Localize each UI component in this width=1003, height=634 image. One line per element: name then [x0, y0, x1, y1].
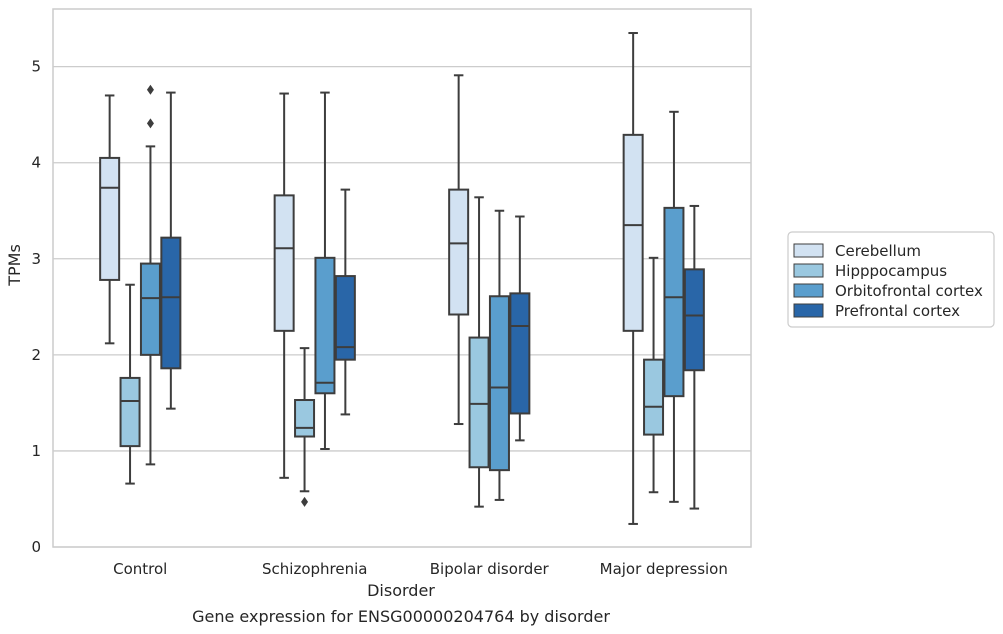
box-prefrontal-cortex — [160, 91, 182, 410]
box-prefrontal-cortex — [509, 215, 531, 442]
box-iqr — [509, 292, 531, 415]
box-hipppocampus — [468, 196, 490, 508]
legend-label: Orbitofrontal cortex — [835, 282, 983, 300]
legend-item: Orbitofrontal cortex — [793, 282, 983, 300]
legend-item: Hipppocampus — [793, 262, 947, 280]
y-tick-label: 0 — [31, 538, 41, 556]
box-cerebellum — [448, 74, 470, 426]
box-prefrontal-cortex — [683, 204, 705, 510]
box-iqr — [139, 262, 161, 356]
legend-swatch — [793, 283, 824, 298]
legend-swatch — [793, 303, 824, 318]
box-iqr — [663, 206, 685, 398]
box-cerebellum — [622, 32, 644, 525]
x-axis-label: Disorder — [367, 581, 435, 600]
legend-swatch — [793, 263, 824, 278]
legend-swatch — [793, 243, 824, 258]
legend-frame — [787, 231, 995, 328]
legend-label: Prefrontal cortex — [835, 302, 960, 320]
box-iqr — [99, 156, 121, 281]
box-orbitofrontal-cortex — [663, 110, 685, 503]
box-plot-marks — [99, 32, 705, 525]
box-iqr — [334, 275, 356, 361]
x-tick-label: Control — [113, 560, 167, 578]
box-iqr — [683, 268, 705, 372]
box-hipppocampus — [643, 256, 665, 494]
box-iqr — [488, 295, 510, 472]
x-tick-label: Bipolar disorder — [430, 560, 550, 578]
outlier-point — [301, 496, 309, 507]
box-orbitofrontal-cortex — [314, 91, 336, 451]
x-axis-ticks: Control Schizophrenia Bipolar disorder Majo… — [113, 560, 728, 578]
box-hipppocampus — [119, 283, 141, 485]
box-prefrontal-cortex — [334, 188, 356, 416]
y-tick-label: 4 — [31, 154, 41, 172]
outlier-point — [146, 118, 154, 129]
y-tick-label: 5 — [31, 58, 41, 76]
legend-label: Cerebellum — [835, 242, 921, 260]
box-iqr — [314, 256, 336, 395]
legend-label: Hipppocampus — [835, 262, 947, 280]
box-orbitofrontal-cortex — [139, 84, 161, 466]
legend-item: Prefrontal cortex — [793, 302, 960, 320]
box-hipppocampus — [294, 347, 316, 507]
y-axis-label: TPMs — [5, 244, 24, 287]
box-iqr — [294, 399, 316, 438]
chart-caption: Gene expression for ENSG00000204764 by d… — [192, 607, 610, 626]
box-cerebellum — [99, 94, 121, 345]
legend-item: Cerebellum — [793, 242, 921, 260]
box-iqr — [643, 358, 665, 436]
y-tick-label: 3 — [31, 250, 41, 268]
x-tick-label: Major depression — [600, 560, 728, 578]
x-tick-label: Schizophrenia — [262, 560, 367, 578]
box-iqr — [448, 188, 470, 316]
box-orbitofrontal-cortex — [488, 209, 510, 501]
box-iqr — [119, 376, 141, 448]
outlier-point — [146, 84, 154, 95]
box-iqr — [622, 133, 644, 332]
legend: Cerebellum Hipppocampus Orbitofrontal cort… — [787, 231, 995, 328]
box-iqr — [273, 194, 295, 332]
y-axis-ticks: 0 1 2 3 4 5 — [31, 58, 41, 556]
box-iqr — [468, 336, 490, 469]
plot-frame — [52, 8, 752, 548]
y-tick-label: 2 — [31, 346, 41, 364]
box-iqr — [160, 236, 182, 370]
y-tick-label: 1 — [31, 442, 41, 460]
box-cerebellum — [273, 92, 295, 479]
